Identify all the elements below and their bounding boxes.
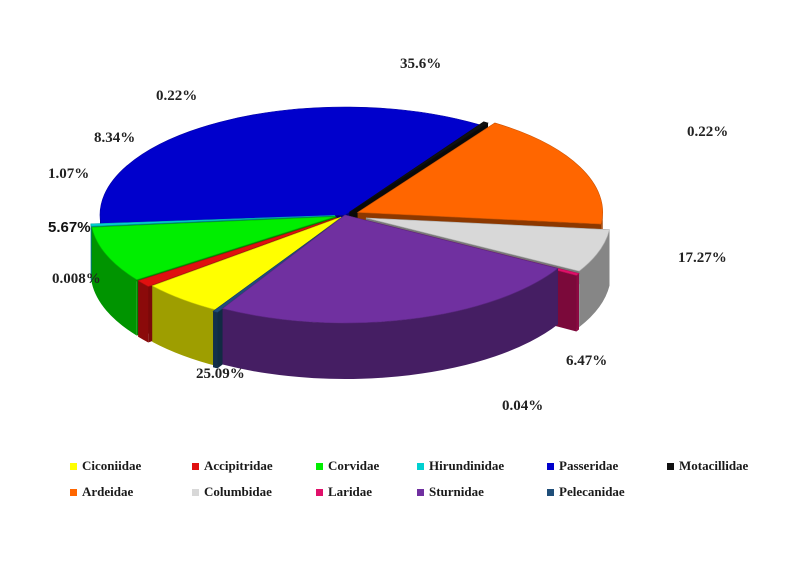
legend-item-columbidae: Columbidae — [192, 484, 272, 500]
slice-top-accipitridae — [137, 217, 338, 287]
legend-swatch-passeridae — [547, 462, 554, 470]
legend-swatch-corvidae — [316, 462, 323, 470]
slice-top-hirundinidae — [90, 215, 336, 227]
legend-swatch-columbidae — [192, 488, 199, 496]
value-label-sturnidae: 25.09% — [196, 366, 245, 382]
legend-label-ardeidae: Ardeidae — [82, 484, 134, 499]
legend-swatch-sturnidae — [417, 488, 424, 496]
legend-swatch-ciconiidae — [70, 462, 77, 470]
value-label-ardeidae: 17.27% — [678, 250, 727, 266]
slice-outer-wall-columbidae — [579, 229, 610, 328]
legend-swatch-pelecanidae — [547, 488, 554, 496]
value-label-ciconiidae: 5.67% — [48, 219, 91, 236]
value-label-laridae: 0.04% — [502, 398, 543, 414]
slice-outer-wall-accipitridae — [138, 280, 149, 343]
value-label-corvidae: 8.34% — [94, 130, 135, 146]
legend-swatch-hirundinidae — [417, 462, 424, 470]
slice-top-passeridae — [99, 106, 481, 225]
value-label-motacillidae: 0.22% — [687, 124, 728, 140]
slice-outer-wall-corvidae — [91, 227, 137, 336]
slice-outer-wall-laridae — [576, 273, 579, 332]
value-label-accipitridae: 1.07% — [48, 166, 89, 182]
legend-label-columbidae: Columbidae — [204, 484, 272, 499]
legend-label-pelecanidae: Pelecanidae — [559, 484, 625, 499]
legend-label-sturnidae: Sturnidae — [429, 484, 484, 499]
legend-item-laridae: Laridae — [316, 484, 372, 500]
legend-label-corvidae: Corvidae — [328, 458, 380, 473]
legend-item-sturnidae: Sturnidae — [417, 484, 484, 500]
slice-top-ardeidae — [356, 122, 603, 225]
legend-item-pelecanidae: Pelecanidae — [547, 484, 625, 500]
legend-item-accipitridae: Accipitridae — [192, 458, 273, 474]
legend-item-corvidae: Corvidae — [316, 458, 379, 474]
legend-item-ciconiidae: Ciconiidae — [70, 458, 141, 474]
slice-top-motacillidae — [349, 121, 489, 213]
slice-top-columbidae — [365, 217, 610, 272]
value-label-passeridae: 35.6% — [400, 56, 441, 72]
legend-item-hirundinidae: Hirundinidae — [417, 458, 504, 474]
legend-label-passeridae: Passeridae — [559, 458, 619, 473]
slice-sturnidae — [221, 214, 559, 379]
legend-label-laridae: Laridae — [328, 484, 373, 499]
legend-item-ardeidae: Ardeidae — [70, 484, 133, 500]
legend-label-ciconiidae: Ciconiidae — [82, 458, 142, 473]
slice-top-sturnidae — [221, 214, 559, 324]
legend-label-motacillidae: Motacillidae — [679, 458, 749, 473]
value-label-pelecanidae: 0.008% — [52, 271, 101, 287]
legend-swatch-laridae — [316, 488, 323, 496]
legend-label-accipitridae: Accipitridae — [204, 458, 273, 473]
legend-swatch-accipitridae — [192, 462, 199, 470]
legend-swatch-motacillidae — [667, 462, 674, 470]
value-label-columbidae: 6.47% — [566, 353, 607, 369]
legend-item-motacillidae: Motacillidae — [667, 458, 748, 474]
slice-top-corvidae — [91, 216, 336, 280]
legend-item-passeridae: Passeridae — [547, 458, 618, 474]
value-label-hirundinidae: 0.22% — [156, 88, 197, 104]
slice-top-pelecanidae — [212, 218, 341, 313]
pie-slices — [90, 106, 610, 379]
slice-outer-wall-sturnidae — [222, 268, 558, 379]
legend-swatch-ardeidae — [70, 488, 77, 496]
pie-value-labels: 5.67% 1.07% 8.34% 0.22% 35.6% 0.22% 17.27% 6.47… — [48, 56, 728, 414]
legend-label-hirundinidae: Hirundinidae — [429, 458, 505, 473]
slice-outer-wall-pelecanidae — [213, 311, 218, 369]
